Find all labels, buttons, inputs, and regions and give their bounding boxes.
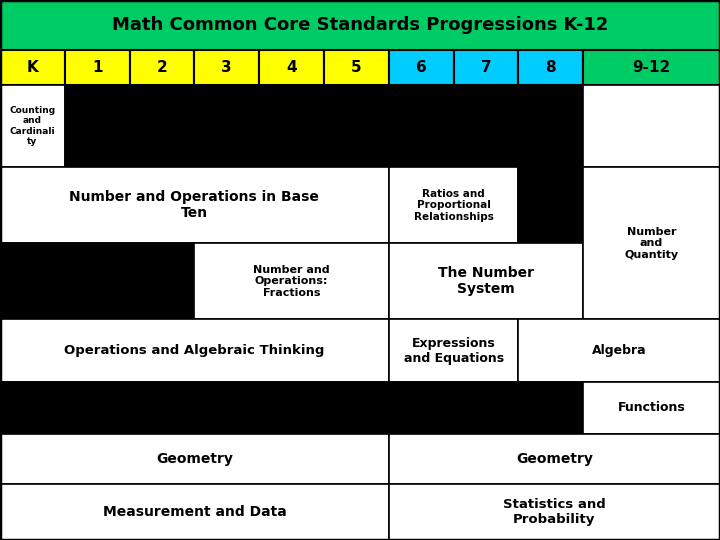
Bar: [194, 50, 259, 85]
Bar: [583, 50, 720, 85]
Bar: [194, 244, 389, 319]
Text: 5: 5: [351, 60, 361, 75]
Text: Operations and Algebraic Thinking: Operations and Algebraic Thinking: [64, 344, 325, 357]
Bar: [0, 0, 720, 50]
Text: 8: 8: [546, 60, 556, 75]
Bar: [389, 167, 518, 244]
Bar: [0, 319, 389, 382]
Bar: [0, 167, 389, 244]
Bar: [389, 244, 583, 319]
Bar: [583, 167, 720, 319]
Text: 9-12: 9-12: [632, 60, 671, 75]
Text: 1: 1: [92, 60, 102, 75]
Text: 4: 4: [287, 60, 297, 75]
Bar: [583, 85, 720, 167]
Text: Math Common Core Standards Progressions K-12: Math Common Core Standards Progressions …: [112, 16, 608, 34]
Bar: [0, 484, 389, 540]
Text: Measurement and Data: Measurement and Data: [102, 505, 287, 519]
Text: Counting
and
Cardinali
ty: Counting and Cardinali ty: [9, 106, 55, 146]
Bar: [259, 50, 324, 85]
Text: Functions: Functions: [618, 401, 685, 414]
Bar: [0, 50, 65, 85]
Bar: [583, 382, 720, 434]
Text: 2: 2: [157, 60, 167, 75]
Bar: [389, 319, 518, 382]
Text: The Number
System: The Number System: [438, 266, 534, 296]
Text: Number and
Operations:
Fractions: Number and Operations: Fractions: [253, 265, 330, 298]
Text: 6: 6: [416, 60, 426, 75]
Text: K: K: [27, 60, 38, 75]
Bar: [389, 434, 720, 484]
Bar: [0, 85, 65, 167]
Text: Number and Operations in Base
Ten: Number and Operations in Base Ten: [69, 190, 320, 220]
Text: Ratios and
Proportional
Relationships: Ratios and Proportional Relationships: [414, 188, 493, 222]
Bar: [454, 50, 518, 85]
Bar: [324, 50, 389, 85]
Text: Algebra: Algebra: [592, 344, 647, 357]
Text: 7: 7: [481, 60, 491, 75]
Bar: [130, 50, 194, 85]
Bar: [518, 50, 583, 85]
Bar: [0, 244, 194, 319]
Text: Statistics and
Probability: Statistics and Probability: [503, 498, 606, 526]
Bar: [518, 167, 583, 244]
Text: Geometry: Geometry: [516, 451, 593, 465]
Bar: [0, 434, 389, 484]
Text: Number
and
Quantity: Number and Quantity: [624, 227, 679, 260]
Text: Geometry: Geometry: [156, 451, 233, 465]
Text: Expressions
and Equations: Expressions and Equations: [403, 336, 504, 365]
Bar: [65, 50, 130, 85]
Bar: [0, 382, 583, 434]
Bar: [65, 85, 583, 167]
Bar: [389, 50, 454, 85]
Bar: [389, 484, 720, 540]
Bar: [518, 319, 720, 382]
Text: 3: 3: [222, 60, 232, 75]
